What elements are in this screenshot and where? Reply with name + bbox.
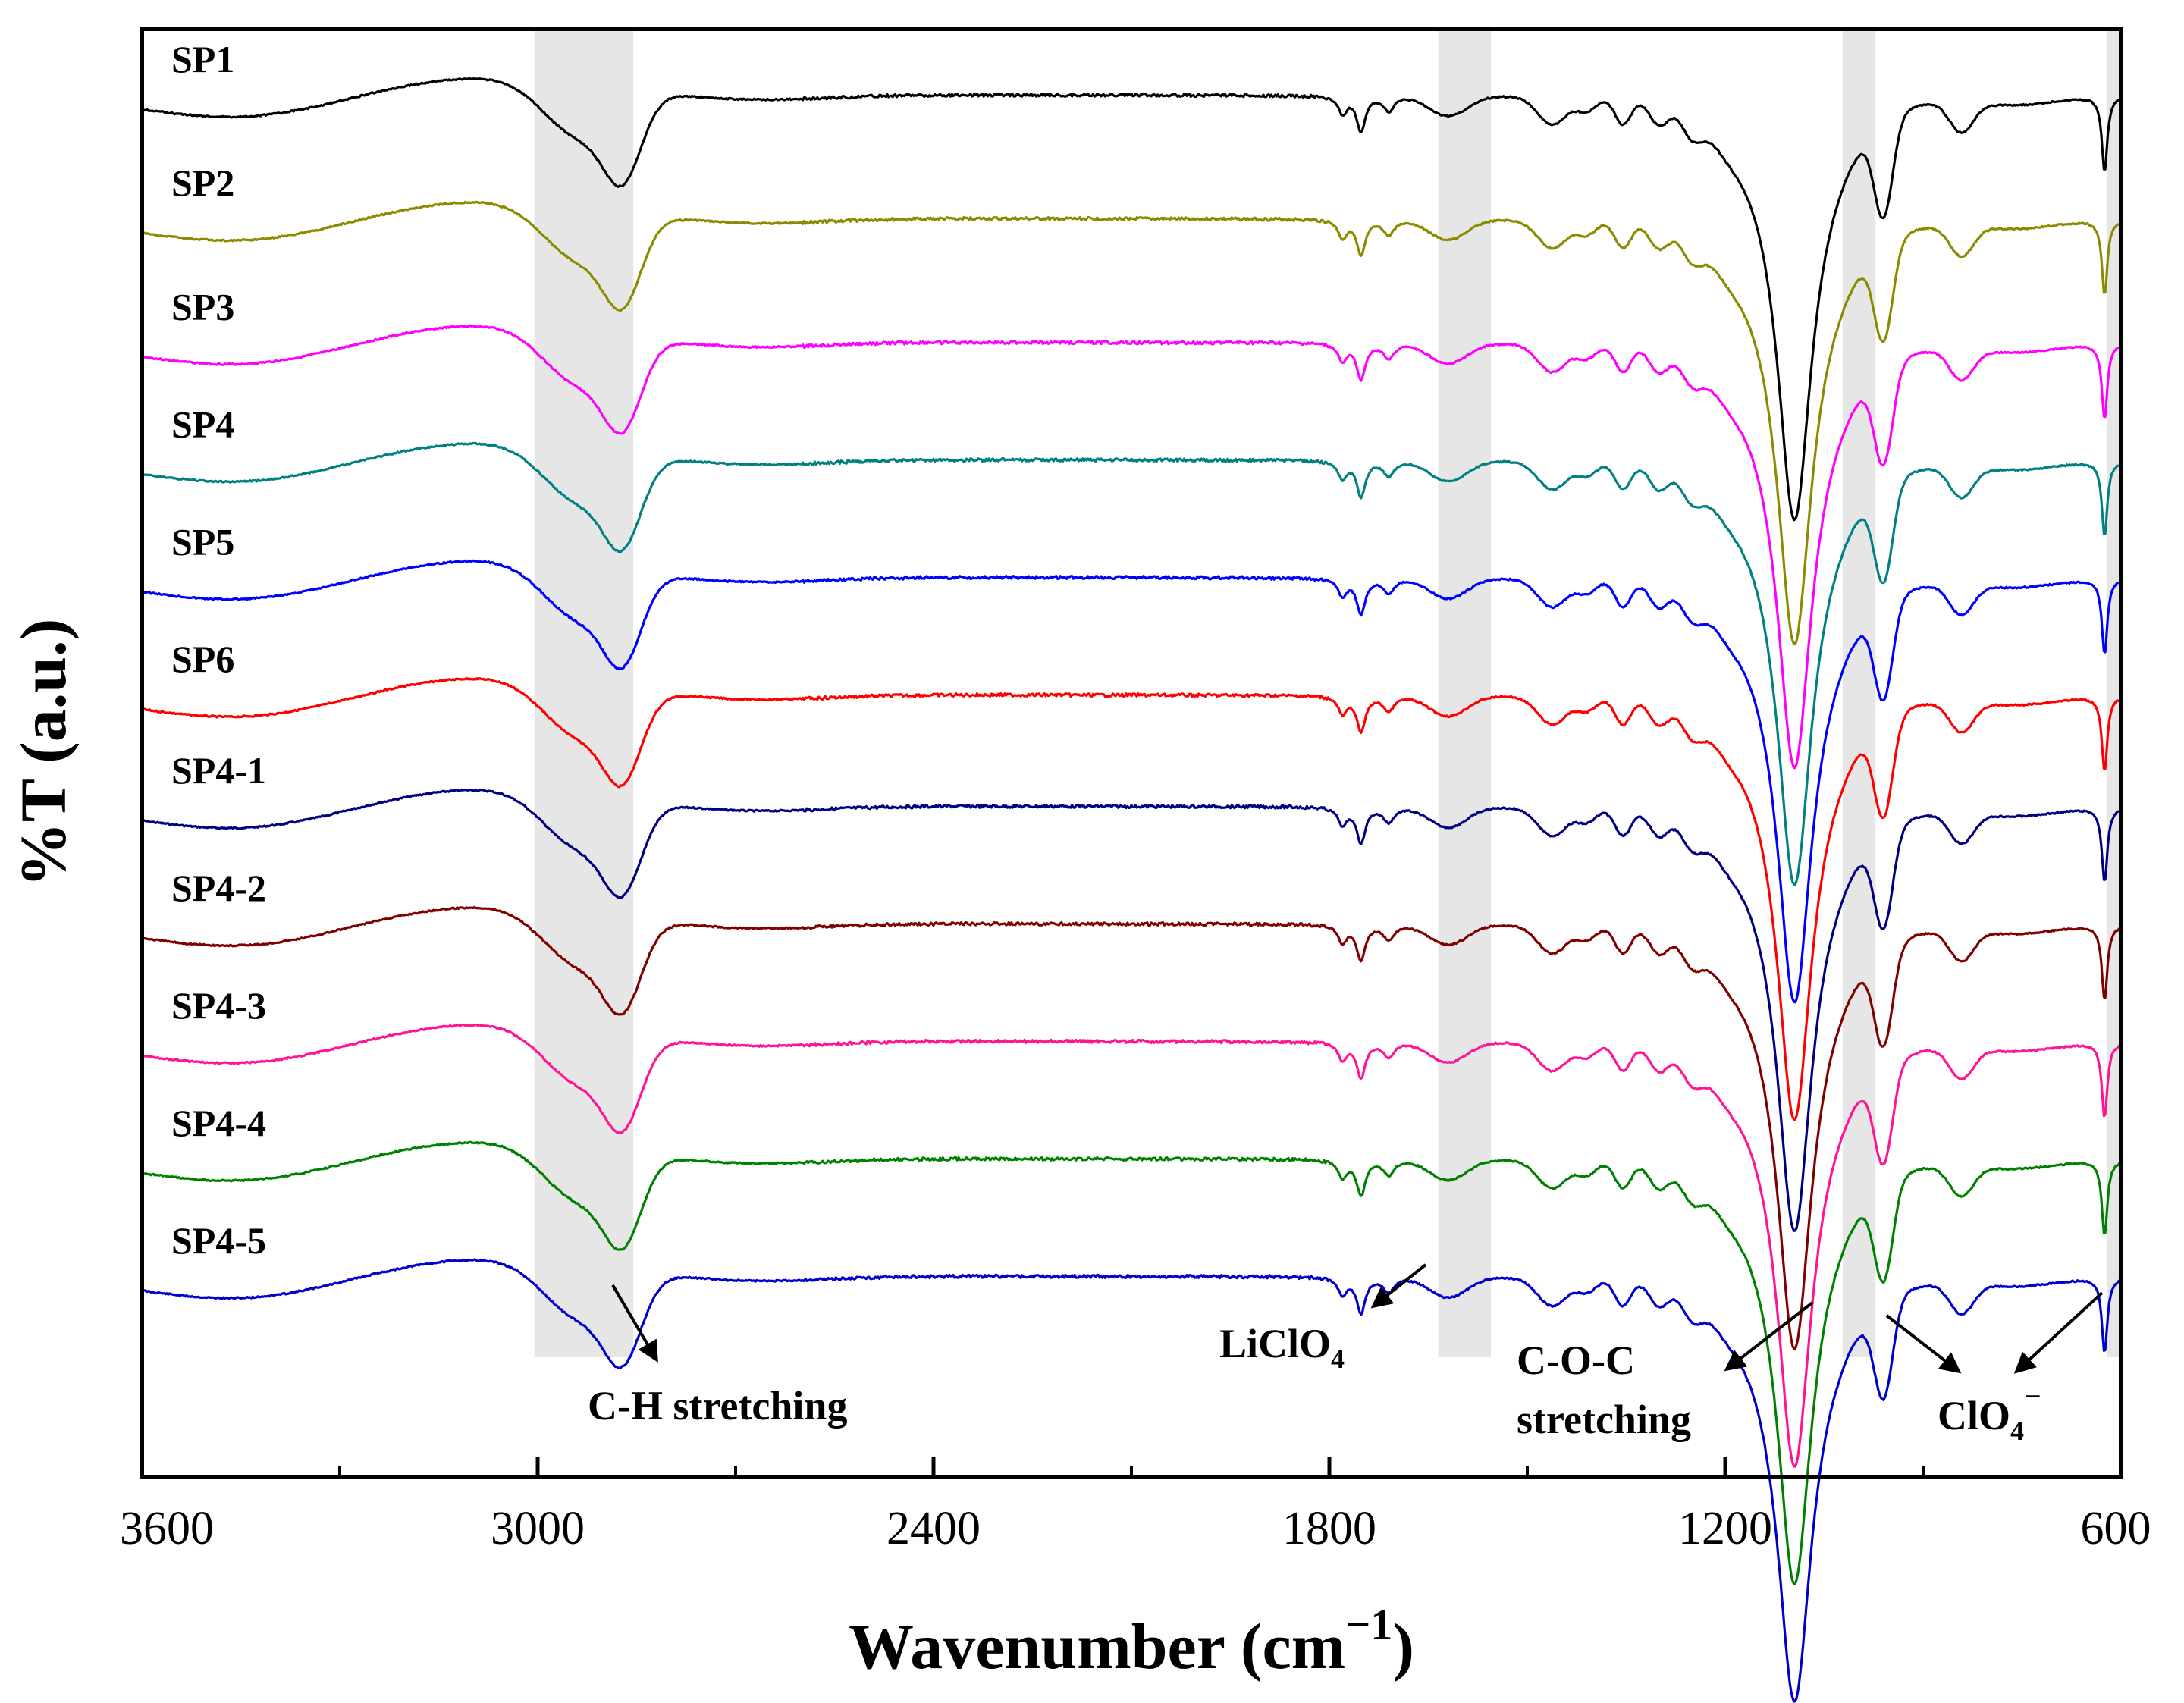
- annotation-ch: C-H stretching: [588, 1383, 847, 1429]
- series-line-sp6: [141, 676, 2123, 1121]
- coc-arrow: [1724, 1301, 1814, 1372]
- series-label-sp4-4: SP4-4: [171, 1102, 266, 1144]
- series-line-sp4-4: [141, 1140, 2122, 1585]
- annotation-liclo4: LiClO4: [1219, 1321, 1345, 1374]
- shaded-band-2: [1842, 29, 1876, 1357]
- y-axis-title: %T (a.u.): [7, 619, 80, 887]
- x-tick-label-600: 600: [2081, 1503, 2151, 1554]
- annotation-coc-line2: stretching: [1517, 1397, 1691, 1442]
- series-line-sp4-1: [141, 788, 2123, 1232]
- clo4-arrow-right: [2013, 1291, 2104, 1374]
- axis-ticks: [140, 1457, 2123, 1477]
- x-tick-label-1200: 1200: [1678, 1503, 1772, 1554]
- series-label-sp4-2: SP4-2: [171, 867, 266, 909]
- series-line-sp1: [141, 77, 2122, 522]
- series-line-sp5: [141, 559, 2123, 1004]
- annotation-arrows: [611, 1263, 2104, 1374]
- series-label-sp4-5: SP4-5: [171, 1219, 266, 1262]
- liclo4-arrow: [1370, 1263, 1427, 1309]
- annotation-clo4-main: ClO: [1938, 1393, 2010, 1438]
- clo4-arrow-left: [1885, 1314, 1962, 1374]
- annotation-clo4-sup: −: [2024, 1379, 2041, 1413]
- series-label-sp6: SP6: [171, 638, 234, 680]
- series-labels: SP1 SP2 SP3 SP4 SP5 SP6 SP4-1 SP4-2 SP4-3 SP4-4 SP…: [171, 38, 266, 1262]
- x-tick-label-3600: 3600: [120, 1503, 214, 1554]
- shaded-band-0: [534, 29, 634, 1357]
- series-label-sp3: SP3: [171, 285, 234, 328]
- x-tick-label-3000: 3000: [491, 1503, 585, 1554]
- annotation-clo4: ClO4−: [1938, 1379, 2041, 1446]
- annotation-liclo4-sub: 4: [1331, 1344, 1345, 1374]
- shaded-band-1: [1438, 29, 1492, 1357]
- series-label-sp4-1: SP4-1: [171, 749, 266, 792]
- series-line-sp4-2: [141, 905, 2122, 1351]
- series-line-sp3: [140, 324, 2122, 770]
- shaded-bands: [534, 29, 2123, 1357]
- series-line-sp4: [140, 441, 2123, 886]
- x-tick-label-1800: 1800: [1282, 1503, 1376, 1554]
- series-label-sp4-3: SP4-3: [171, 984, 266, 1027]
- annotation-coc-line1: C-O-C: [1517, 1338, 1635, 1383]
- annotation-clo4-sub: 4: [2010, 1416, 2024, 1446]
- annotation-liclo4-main: LiClO: [1219, 1321, 1331, 1366]
- x-tick-labels: 3600 3000 2400 1800 1200 600: [120, 1503, 2151, 1554]
- series-label-sp2: SP2: [171, 162, 234, 204]
- x-tick-label-2400: 2400: [886, 1503, 981, 1554]
- series-label-sp1: SP1: [171, 38, 234, 80]
- series-line-sp4-3: [141, 1023, 2121, 1468]
- series-layer: [140, 77, 2123, 1703]
- ch-arrow: [611, 1284, 658, 1363]
- series-line-sp4-5: [141, 1258, 2122, 1703]
- series-label-sp5: SP5: [171, 520, 234, 563]
- x-axis-title: Wavenumber (cm−1): [849, 1600, 1414, 1683]
- series-line-sp2: [141, 200, 2122, 646]
- series-label-sp4: SP4: [171, 403, 234, 445]
